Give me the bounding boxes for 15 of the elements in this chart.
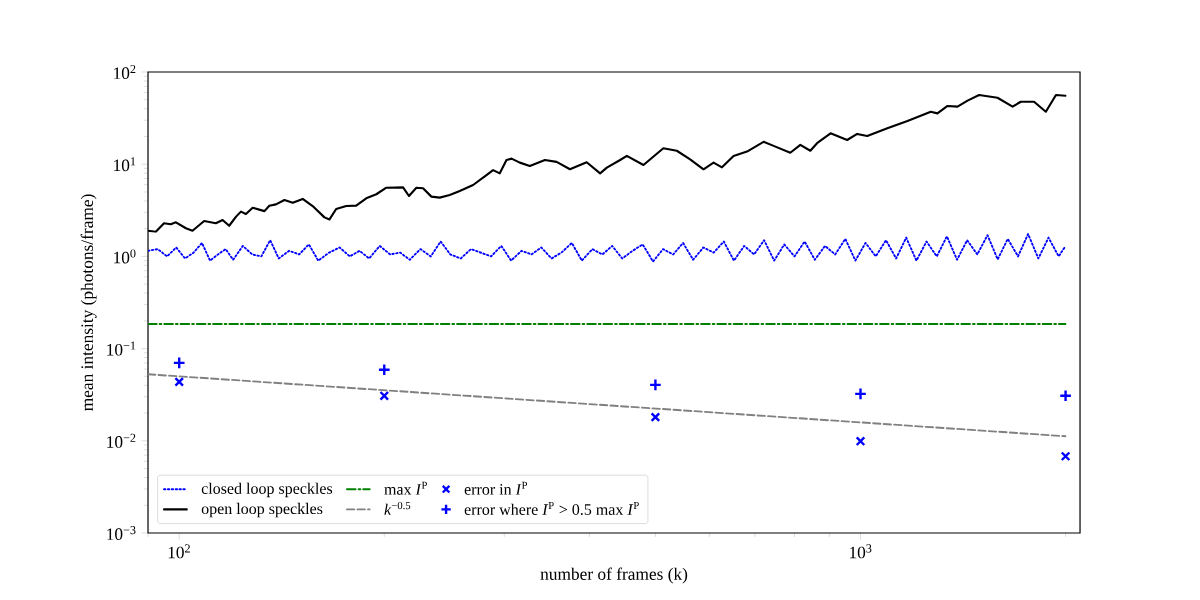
- legend-label: max I$^{P}$: [384, 481, 427, 495]
- legend-label: k$^{−0.5}$: [384, 501, 411, 515]
- y-tick-label: 10$^{0}$: [114, 249, 136, 264]
- y-tick-label: 10$^{−2}$: [107, 433, 136, 448]
- y-axis-title: mean intensity (photons/frame): [80, 194, 97, 411]
- legend-label: closed loop speckles: [201, 482, 333, 498]
- x-axis-title: number of frames (k): [540, 567, 688, 584]
- y-tick-label: 10$^{−3}$: [107, 526, 136, 541]
- legend-label: open loop speckles: [201, 502, 323, 518]
- legend-label: error where I$^{P}$ > 0.5 max I$^{P}$: [464, 502, 639, 516]
- y-tick-label: 10$^{2}$: [114, 65, 136, 79]
- x-tick-label: 10$^{3}$: [850, 544, 872, 559]
- legend-label: error in I$^{P}$: [464, 481, 528, 495]
- y-tick-label: 10$^{1}$: [114, 157, 136, 172]
- y-tick-label: 10$^{−1}$: [107, 341, 136, 356]
